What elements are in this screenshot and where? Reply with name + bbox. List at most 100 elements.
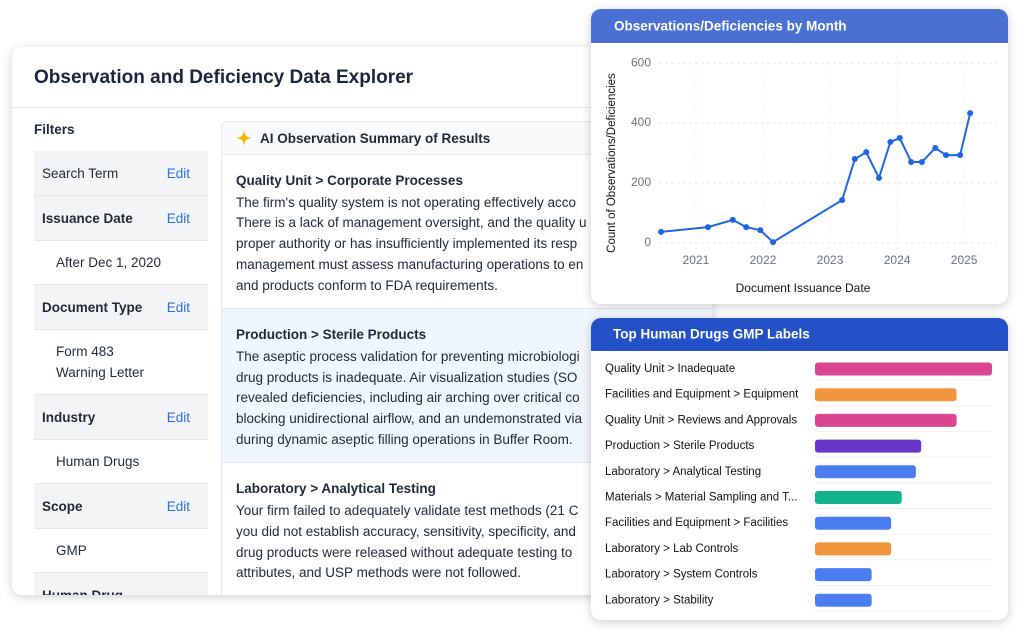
header-divider xyxy=(12,107,712,108)
filter-value: Warning Letter xyxy=(56,365,145,380)
bar xyxy=(815,593,872,607)
category-label: Laboratory > Stability xyxy=(605,594,714,606)
filter-value: Form 483 xyxy=(56,344,114,359)
filter-row: Document Type Edit xyxy=(34,285,208,330)
bar-chart: Top Human Drugs GMP Labels Quality Unit >… xyxy=(591,318,1008,612)
filter-row: Industry Edit xyxy=(34,395,208,440)
edit-link[interactable]: Edit xyxy=(166,299,190,315)
data-point xyxy=(743,224,750,231)
x-tick-label: 2023 xyxy=(817,253,844,267)
y-tick-label: 0 xyxy=(644,235,651,249)
category-label: Production > Sterile Products xyxy=(605,440,755,452)
filter-row: Scope Edit xyxy=(34,484,208,529)
filters-title: Filters xyxy=(34,122,75,137)
filter-value: GMP xyxy=(56,543,87,558)
filter-value: After Dec 1, 2020 xyxy=(56,255,162,270)
y-tick-label: 200 xyxy=(631,175,651,189)
summary-heading: Laboratory > Analytical Testing xyxy=(236,481,436,497)
category-label: Facilities and Equipment > Facilities xyxy=(605,517,788,529)
data-point xyxy=(851,156,858,163)
filter-label: Issuance Date xyxy=(42,210,133,226)
edit-link[interactable]: Edit xyxy=(166,409,190,425)
summary-line: The aseptic process validation for preve… xyxy=(236,348,580,364)
y-axis-label: Count of Observations/Deficiencies xyxy=(606,73,618,253)
filter-label: Scope xyxy=(42,498,83,514)
filter-value: Human Drugs xyxy=(56,454,140,469)
category-label: Facilities and Equipment > Equipment xyxy=(605,389,799,401)
bar xyxy=(815,516,892,530)
bar xyxy=(815,439,922,453)
summary-line: attributes, and USP methods were not fol… xyxy=(236,565,521,581)
data-point xyxy=(770,239,777,246)
filter-values: After Dec 1, 2020 xyxy=(34,241,208,285)
summary-line: during dynamic aseptic filling operation… xyxy=(236,431,573,447)
summary-line: you did not establish accuracy, sensitiv… xyxy=(236,523,576,539)
data-point xyxy=(887,138,894,145)
data-point xyxy=(957,152,964,159)
summary-line: blocking unidirectional airflow, and an … xyxy=(236,411,582,427)
x-axis-label: Document Issuance Date xyxy=(736,281,871,295)
filter-values: Human Drugs xyxy=(34,440,208,484)
category-label: Quality Unit > Reviews and Approvals xyxy=(605,414,797,426)
edit-link[interactable]: Edit xyxy=(166,210,190,226)
summary-heading: Quality Unit > Corporate Processes xyxy=(236,173,463,188)
filter-values: GMP xyxy=(34,529,208,573)
filter-label: Human Drug xyxy=(42,587,123,596)
data-point xyxy=(863,149,870,156)
data-point xyxy=(729,216,736,223)
bar-chart-panel: Top Human Drugs GMP Labels Quality Unit >… xyxy=(591,318,1008,620)
x-tick-label: 2024 xyxy=(884,253,911,267)
summary-line: There is a lack of management oversight,… xyxy=(236,215,587,231)
data-point xyxy=(943,152,950,159)
filters-list: Search Term Edit Issuance Date Edit After De… xyxy=(34,151,208,595)
summary-title: AI Observation Summary of Results xyxy=(260,130,491,146)
category-label: Laboratory > System Controls xyxy=(605,569,758,581)
y-tick-label: 400 xyxy=(631,115,651,129)
data-point xyxy=(908,159,915,166)
bar xyxy=(815,388,957,402)
edit-link[interactable]: Edit xyxy=(166,165,190,181)
bar xyxy=(815,465,916,479)
summary-line: drug products is inadequate. Air visuali… xyxy=(236,369,578,385)
line-chart: Observations/Deficiencies by Month 0 200 40… xyxy=(591,9,1008,295)
line-chart-panel: Observations/Deficiencies by Month 0 200 40… xyxy=(591,9,1008,304)
filter-row: Issuance Date Edit xyxy=(34,196,208,241)
filter-label: Document Type xyxy=(42,299,143,315)
data-point xyxy=(839,197,846,204)
data-point xyxy=(658,228,665,235)
summary-line: drug products were released without adeq… xyxy=(236,544,573,560)
data-point xyxy=(704,224,711,231)
explorer-title: Observation and Deficiency Data Explorer xyxy=(34,67,414,88)
chart-header xyxy=(591,9,1008,43)
bar xyxy=(815,362,992,376)
summary-item: Quality Unit > Corporate Processes The fi… xyxy=(222,155,712,310)
summary-line: The firm's quality system is not operati… xyxy=(236,194,576,210)
bar xyxy=(815,568,872,582)
summary-item: Laboratory > Analytical Testing Your firm… xyxy=(222,463,712,595)
data-line xyxy=(660,112,972,244)
edit-link[interactable]: Edit xyxy=(166,498,190,514)
chart-header xyxy=(591,318,1008,351)
filter-label: Search Term xyxy=(42,165,119,181)
filter-row: Human Drug xyxy=(34,573,208,595)
category-label: Quality Unit > Inadequate xyxy=(605,363,735,375)
data-point xyxy=(967,110,974,117)
data-point xyxy=(918,159,925,166)
data-point xyxy=(896,135,903,142)
x-tick-label: 2022 xyxy=(750,253,777,267)
x-tick-label: 2025 xyxy=(951,253,978,267)
chart-title: Observations/Deficiencies by Month xyxy=(614,19,847,34)
chart-title: Top Human Drugs GMP Labels xyxy=(613,327,810,342)
summary-line: Your firm failed to adequately validate … xyxy=(236,503,579,519)
filter-row: Search Term Edit xyxy=(34,151,208,196)
summary-line: management must assess manufacturing ope… xyxy=(236,256,584,272)
y-tick-label: 600 xyxy=(631,55,651,69)
bar xyxy=(815,413,957,427)
data-point xyxy=(932,144,939,151)
sparkle-icon xyxy=(236,130,252,146)
summary-heading: Production > Sterile Products xyxy=(236,327,427,343)
data-point xyxy=(875,174,882,181)
summary-line: and products conform to FDA requirements… xyxy=(236,277,498,293)
x-tick-label: 2021 xyxy=(683,253,710,267)
